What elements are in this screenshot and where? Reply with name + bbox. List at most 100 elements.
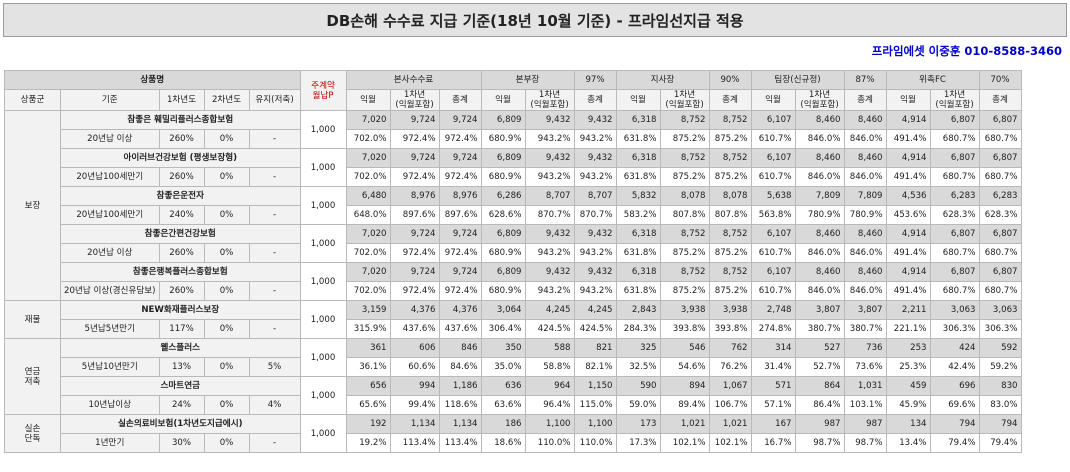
amount-cell: 3,063: [978, 300, 1022, 320]
rate-cell: 306.3%: [929, 319, 980, 339]
rate-cell: 972.4%: [438, 129, 482, 149]
rate-cell: 680.7%: [978, 243, 1022, 263]
amount-cell: 5,638: [750, 186, 796, 206]
header-col: 익월: [615, 89, 661, 111]
amount-cell: 4,376: [438, 300, 482, 320]
header-group-name: 지사장: [615, 70, 710, 90]
rate-cell: 82.1%: [573, 357, 617, 377]
amount-cell: 192: [345, 414, 391, 434]
amount-cell: 987: [794, 414, 845, 434]
amount-cell: 8,752: [659, 262, 710, 282]
rate-cell: 102.1%: [659, 433, 710, 453]
year2-rate: 0%: [203, 129, 250, 149]
amount-cell: 4,914: [885, 110, 931, 130]
amount-cell: 6,807: [929, 224, 980, 244]
header-col: 1차년 (익월포함): [524, 89, 575, 111]
rate-cell: 96.4%: [524, 395, 575, 415]
rate-cell: 846.0%: [843, 129, 887, 149]
header-group-name: 본부장: [480, 70, 575, 90]
rate-cell: 79.4%: [929, 433, 980, 453]
amount-cell: 1,186: [438, 376, 482, 396]
rate-cell: 943.2%: [524, 281, 575, 301]
rate-cell: 13.4%: [885, 433, 931, 453]
amount-cell: 4,376: [389, 300, 440, 320]
amount-cell: 2,748: [750, 300, 796, 320]
rate-cell: 875.2%: [659, 129, 710, 149]
header-sub: 상품군: [4, 89, 61, 111]
product-basis: 1년만기: [60, 433, 160, 453]
header-group-rate: 90%: [708, 70, 752, 90]
rate-cell: 628.6%: [480, 205, 526, 225]
amount-cell: 459: [885, 376, 931, 396]
amount-cell: 9,724: [438, 148, 482, 168]
header-group-rate: 70%: [978, 70, 1022, 90]
amount-cell: 8,460: [843, 110, 887, 130]
rate-cell: 437.6%: [389, 319, 440, 339]
amount-cell: 7,020: [345, 262, 391, 282]
rate-cell: 98.7%: [843, 433, 887, 453]
amount-cell: 590: [615, 376, 661, 396]
year1-rate: 24%: [158, 395, 205, 415]
product-basis: 20년납100세만기: [60, 167, 160, 187]
contact-info: 프라임에셋 이중훈 010-8588-3460: [871, 44, 1062, 58]
amount-cell: 6,807: [978, 262, 1022, 282]
amount-cell: 7,020: [345, 148, 391, 168]
year1-rate: 260%: [158, 243, 205, 263]
amount-cell: 9,432: [573, 262, 617, 282]
header-monthly: 주계약 월납P: [299, 70, 347, 111]
rate-cell: 491.4%: [885, 281, 931, 301]
rate-cell: 89.4%: [659, 395, 710, 415]
rate-cell: 648.0%: [345, 205, 391, 225]
amount-cell: 186: [480, 414, 526, 434]
amount-cell: 7,809: [794, 186, 845, 206]
rate-cell: 52.7%: [794, 357, 845, 377]
rate-cell: 18.6%: [480, 433, 526, 453]
rate-cell: 380.7%: [794, 319, 845, 339]
amount-cell: 6,283: [978, 186, 1022, 206]
rate-cell: 17.3%: [615, 433, 661, 453]
amount-cell: 8,460: [794, 148, 845, 168]
category-name: 재물: [4, 300, 61, 339]
keep-rate: -: [248, 243, 301, 263]
amount-cell: 3,807: [794, 300, 845, 320]
rate-cell: 680.7%: [929, 243, 980, 263]
rate-cell: 680.7%: [978, 129, 1022, 149]
amount-cell: 6,807: [929, 262, 980, 282]
product-name: 스마트연금: [60, 376, 301, 396]
rate-cell: 972.4%: [389, 167, 440, 187]
product-basis: 10년납이상: [60, 395, 160, 415]
rate-cell: 807.8%: [659, 205, 710, 225]
year1-rate: 117%: [158, 319, 205, 339]
amount-cell: 4,245: [573, 300, 617, 320]
amount-cell: 8,460: [843, 262, 887, 282]
year2-rate: 0%: [203, 357, 250, 377]
amount-cell: 4,245: [524, 300, 575, 320]
rate-cell: 846.0%: [794, 129, 845, 149]
rate-cell: 115.0%: [573, 395, 617, 415]
header-col: 익월: [750, 89, 796, 111]
rate-cell: 972.4%: [438, 167, 482, 187]
amount-cell: 1,134: [389, 414, 440, 434]
amount-cell: 314: [750, 338, 796, 358]
rate-cell: 780.9%: [794, 205, 845, 225]
year2-rate: 0%: [203, 205, 250, 225]
category-name: 실손 단독: [4, 414, 61, 453]
rate-cell: 846.0%: [843, 243, 887, 263]
amount-cell: 9,724: [389, 224, 440, 244]
product-basis: 5년납10년만기: [60, 357, 160, 377]
rate-cell: 99.4%: [389, 395, 440, 415]
amount-cell: 9,432: [524, 110, 575, 130]
rate-cell: 846.0%: [843, 281, 887, 301]
amount-cell: 9,724: [438, 262, 482, 282]
year2-rate: 0%: [203, 433, 250, 453]
rate-cell: 73.6%: [843, 357, 887, 377]
monthly-premium: 1,000: [299, 110, 347, 149]
rate-cell: 106.7%: [708, 395, 752, 415]
amount-cell: 8,752: [659, 148, 710, 168]
amount-cell: 846: [438, 338, 482, 358]
amount-cell: 9,724: [389, 110, 440, 130]
rate-cell: 60.6%: [389, 357, 440, 377]
amount-cell: 3,938: [659, 300, 710, 320]
header-sub: 1차년도: [158, 89, 205, 111]
header-group-rate: 97%: [573, 70, 617, 90]
